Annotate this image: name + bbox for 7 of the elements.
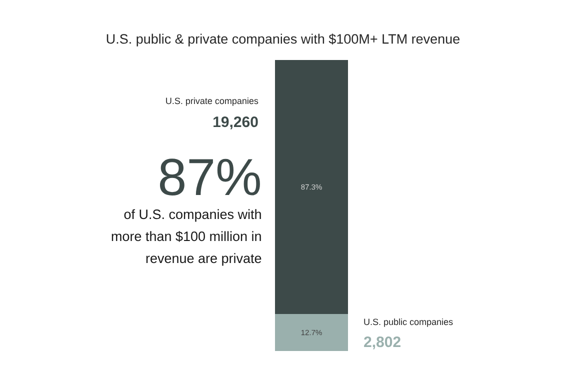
text: 2,802 — [364, 336, 400, 350]
chart-title: U.S. public & private companies with $100M+ LTM revenue — [106, 34, 460, 46]
series-label: U.S. public companies — [364, 318, 453, 327]
text: 19,260 — [214, 116, 258, 130]
series-label: U.S. private companies — [166, 97, 258, 106]
text: of U.S. companies with more than $100 million in revenue are private — [112, 209, 262, 266]
text: 87% — [160, 158, 260, 196]
